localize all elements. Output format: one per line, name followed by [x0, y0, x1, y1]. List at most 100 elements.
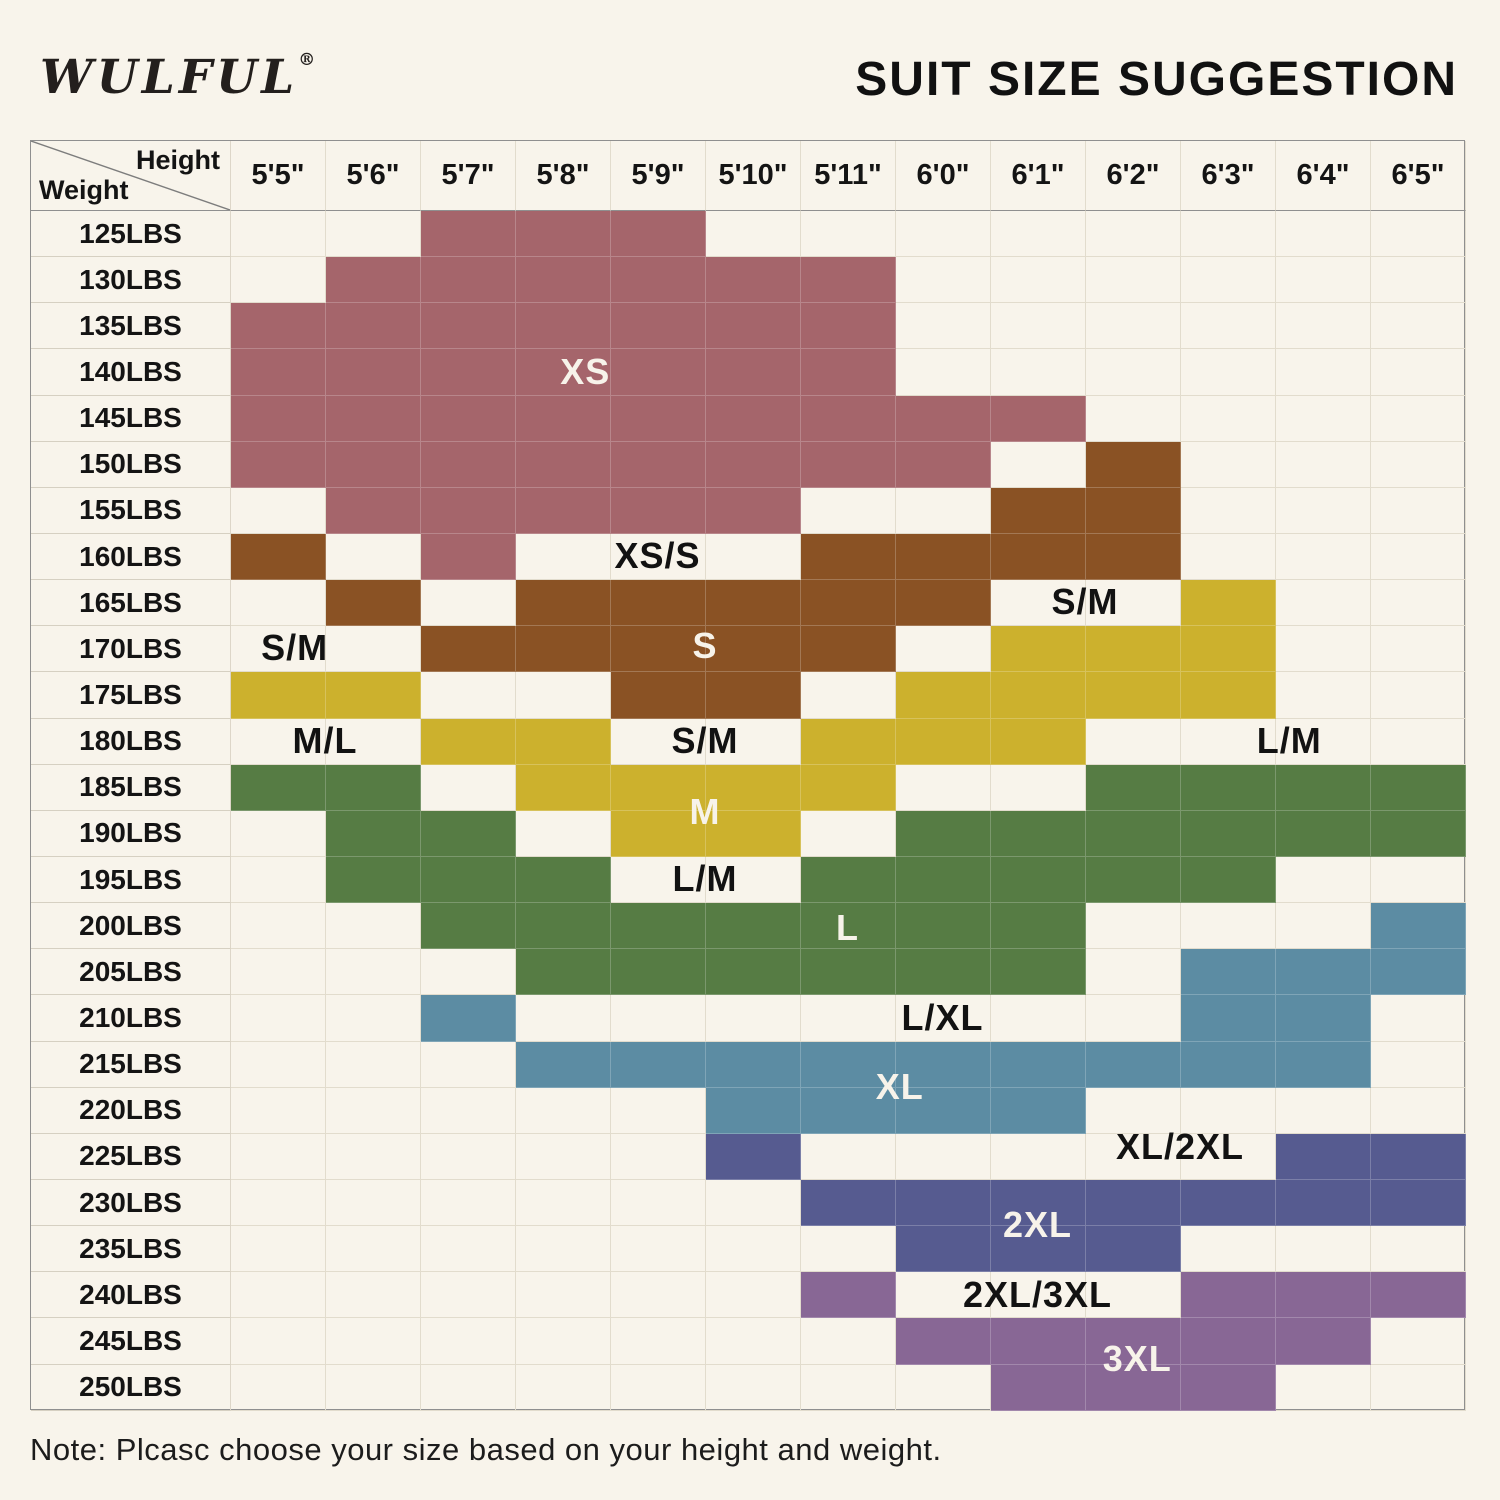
- empty-cell: [1276, 1364, 1371, 1411]
- empty-cell: [801, 672, 896, 719]
- empty-cell: [326, 533, 421, 581]
- empty-cell: [1181, 1133, 1276, 1180]
- size-cell-s: [421, 626, 516, 673]
- size-cell-xl: [991, 1041, 1086, 1088]
- empty-cell: [326, 949, 421, 996]
- size-cell-m: [611, 764, 706, 811]
- size-cell-l: [706, 903, 801, 950]
- empty-cell: [1086, 211, 1181, 258]
- empty-cell: [801, 1133, 896, 1180]
- empty-cell: [1276, 718, 1371, 765]
- empty-cell: [896, 211, 991, 258]
- size-cell-m: [896, 672, 991, 719]
- empty-cell: [231, 211, 326, 258]
- empty-cell: [231, 1364, 326, 1411]
- height-header-cell: 6'2": [1086, 141, 1181, 211]
- size-cell-m: [896, 718, 991, 765]
- size-cell-l: [421, 856, 516, 904]
- empty-cell: [1276, 856, 1371, 904]
- size-cell-xs: [611, 257, 706, 304]
- size-cell-xl: [1181, 1041, 1276, 1088]
- page-title: SUIT SIZE SUGGESTION: [855, 53, 1458, 106]
- size-cell-s: [516, 580, 611, 627]
- size-cell-2xl: [896, 1179, 991, 1227]
- empty-cell: [1371, 533, 1466, 581]
- empty-cell: [516, 1133, 611, 1180]
- empty-cell: [1371, 211, 1466, 258]
- size-cell-3xl: [1181, 1318, 1276, 1365]
- empty-cell: [1086, 995, 1181, 1042]
- empty-cell: [611, 1087, 706, 1134]
- empty-cell: [326, 1272, 421, 1319]
- empty-cell: [1086, 395, 1181, 442]
- size-cell-xs: [611, 211, 706, 258]
- empty-cell: [231, 903, 326, 950]
- empty-cell: [1181, 718, 1276, 765]
- size-cell-l: [896, 949, 991, 996]
- size-cell-xs: [896, 441, 991, 488]
- size-grid: Height Weight 5'5" 5'6" 5'7" 5'8" 5'9" 5'10" 5…: [30, 140, 1466, 1411]
- empty-cell: [421, 1133, 516, 1180]
- height-header-cell: 6'3": [1181, 141, 1276, 211]
- size-cell-s: [801, 626, 896, 673]
- size-cell-2xl: [1371, 1179, 1466, 1227]
- empty-cell: [1086, 303, 1181, 350]
- size-annotation: S: [692, 625, 718, 667]
- brand-logo: WULFUL®: [40, 50, 315, 105]
- empty-cell: [611, 1133, 706, 1180]
- size-cell-xs: [801, 395, 896, 442]
- empty-cell: [1086, 949, 1181, 996]
- empty-cell: [1371, 1087, 1466, 1134]
- empty-cell: [801, 1364, 896, 1411]
- empty-cell: [706, 533, 801, 581]
- size-cell-m: [421, 718, 516, 765]
- empty-cell: [516, 672, 611, 719]
- empty-cell: [326, 1364, 421, 1411]
- size-cell-m: [706, 764, 801, 811]
- empty-cell: [1276, 211, 1371, 258]
- weight-label: 135LBS: [31, 303, 231, 350]
- size-cell-s: [516, 626, 611, 673]
- size-cell-m: [991, 672, 1086, 719]
- empty-cell: [896, 1272, 991, 1319]
- size-cell-3xl: [991, 1364, 1086, 1411]
- height-header-cell: 5'9": [611, 141, 706, 211]
- empty-cell: [896, 1133, 991, 1180]
- empty-cell: [611, 1364, 706, 1411]
- empty-cell: [1276, 672, 1371, 719]
- size-cell-s: [706, 580, 801, 627]
- size-cell-2xl: [1086, 1226, 1181, 1273]
- weight-label: 125LBS: [31, 211, 231, 258]
- weight-axis-label: Weight: [39, 175, 129, 205]
- empty-cell: [611, 1179, 706, 1227]
- empty-cell: [706, 1318, 801, 1365]
- size-cell-l: [991, 856, 1086, 904]
- empty-cell: [326, 995, 421, 1042]
- empty-cell: [1371, 672, 1466, 719]
- weight-label: 155LBS: [31, 487, 231, 534]
- size-cell-s: [706, 672, 801, 719]
- empty-cell: [611, 533, 706, 581]
- size-cell-xs: [611, 487, 706, 534]
- size-cell-s: [231, 533, 326, 581]
- empty-cell: [1371, 303, 1466, 350]
- size-cell-xs: [421, 487, 516, 534]
- size-cell-2xl: [706, 1133, 801, 1180]
- size-cell-xs: [801, 303, 896, 350]
- weight-label: 170LBS: [31, 626, 231, 673]
- size-cell-l: [326, 810, 421, 857]
- size-cell-3xl: [1086, 1318, 1181, 1365]
- size-cell-l: [1371, 764, 1466, 811]
- size-cell-s: [1086, 487, 1181, 534]
- empty-cell: [801, 1226, 896, 1273]
- empty-cell: [231, 810, 326, 857]
- height-header-cell: 5'11": [801, 141, 896, 211]
- empty-cell: [896, 487, 991, 534]
- size-cell-s: [1086, 441, 1181, 488]
- size-cell-s: [801, 533, 896, 581]
- size-cell-s: [611, 672, 706, 719]
- empty-cell: [231, 257, 326, 304]
- empty-cell: [326, 903, 421, 950]
- size-cell-3xl: [1276, 1318, 1371, 1365]
- empty-cell: [1181, 533, 1276, 581]
